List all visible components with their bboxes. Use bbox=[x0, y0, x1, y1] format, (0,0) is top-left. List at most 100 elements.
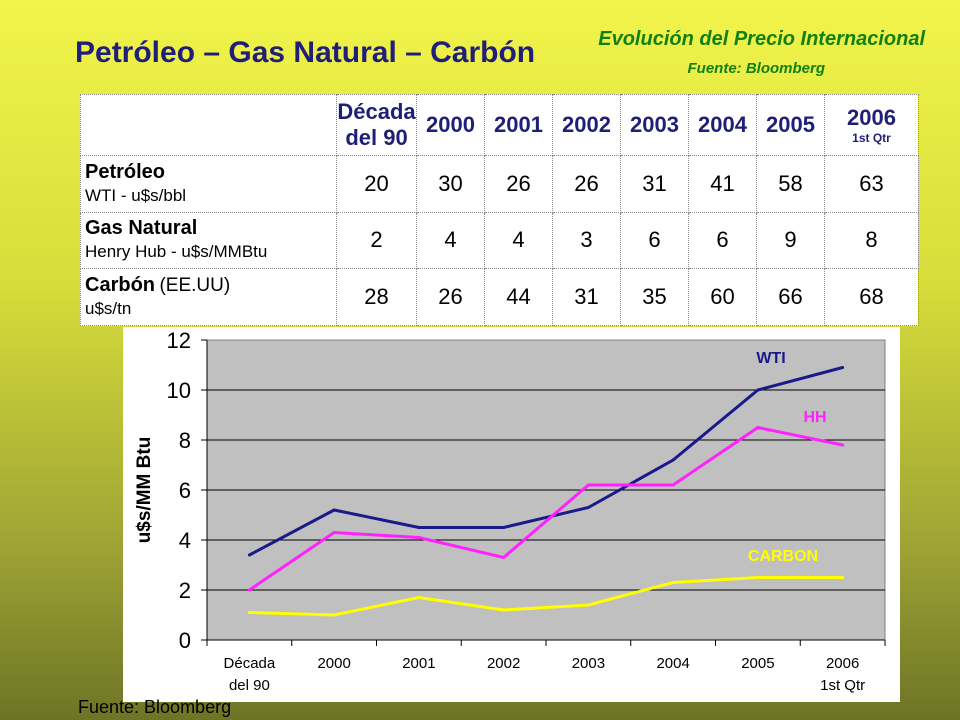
data-point-hh bbox=[841, 443, 845, 447]
data-point-wti bbox=[247, 553, 251, 557]
x-tick-label: 2001 bbox=[402, 655, 435, 672]
table-cell: 60 bbox=[688, 268, 757, 326]
table-cell: 4 bbox=[484, 211, 553, 270]
data-point-hh bbox=[417, 536, 421, 539]
table-cell: 28 bbox=[336, 268, 417, 326]
table-cell: 66 bbox=[756, 268, 825, 326]
row-unit: Henry Hub - u$s/MMBtu bbox=[85, 242, 268, 262]
y-tick-label: 12 bbox=[167, 328, 191, 353]
data-point-hh bbox=[247, 588, 251, 592]
data-point-hh bbox=[756, 426, 760, 429]
data-point-wti bbox=[586, 506, 590, 509]
table-row: Gas Natural Henry Hub - u$s/MMBtu 2 4 4 3 6 6 9… bbox=[80, 211, 919, 270]
data-point-wti bbox=[671, 458, 675, 462]
data-point-carbon bbox=[671, 581, 675, 584]
y-tick-label: 2 bbox=[179, 578, 191, 603]
row-unit: WTI - u$s/bbl bbox=[85, 185, 187, 205]
table-cell: 44 bbox=[484, 268, 553, 326]
series-label-wti: WTI bbox=[756, 350, 785, 367]
data-point-carbon bbox=[586, 603, 590, 607]
y-tick-label: 10 bbox=[167, 378, 191, 403]
price-line-chart: 0 2 4 6 8 10 12 Década del 90 2000 2001 2002 2003 200… bbox=[134, 328, 886, 694]
table-cell: 68 bbox=[824, 268, 919, 326]
row-name: Petróleo bbox=[85, 160, 166, 183]
header-source: Fuente: Bloomberg bbox=[687, 60, 826, 77]
table-cell: 31 bbox=[620, 155, 689, 213]
x-tick-label: 2005 bbox=[741, 655, 774, 672]
data-point-wti bbox=[417, 526, 421, 529]
column-header: 2001 bbox=[484, 94, 553, 156]
data-point-carbon bbox=[332, 613, 336, 617]
y-tick-label: 0 bbox=[179, 628, 191, 653]
row-name: Gas Natural bbox=[85, 217, 198, 240]
table-cell: 63 bbox=[824, 155, 919, 213]
series-line-carbon bbox=[249, 576, 843, 617]
data-point-hh bbox=[671, 483, 675, 487]
table-cell: 26 bbox=[484, 155, 553, 213]
column-header: 2004 bbox=[688, 94, 757, 156]
series-line-hh bbox=[248, 425, 843, 592]
column-header: 2006 1st Qtr bbox=[824, 94, 919, 156]
x-tick-label: 2000 bbox=[317, 655, 350, 672]
column-header: 2005 bbox=[756, 94, 825, 156]
table-cell: 20 bbox=[336, 155, 417, 213]
page-title: Petróleo – Gas Natural – Carbón bbox=[75, 36, 536, 69]
row-header: Carbón (EE.UU) u$s/tn bbox=[80, 268, 337, 326]
table-cell: 4 bbox=[416, 211, 485, 270]
x-tick-label: 2004 bbox=[656, 655, 689, 672]
column-header: 2002 bbox=[552, 94, 621, 156]
subtitle: Evolución del Precio Internacional bbox=[598, 28, 925, 50]
table-cell: 31 bbox=[552, 268, 621, 326]
column-header: 2003 bbox=[620, 94, 689, 156]
footer-source: Fuente: Bloomberg bbox=[78, 697, 232, 717]
table-header-row: Década del 90 2000 2001 2002 2003 2004 20… bbox=[80, 94, 919, 156]
table-cell: 6 bbox=[620, 211, 689, 270]
data-point-wti bbox=[841, 366, 845, 369]
data-point-carbon bbox=[502, 608, 506, 612]
row-note: (EE.UU) bbox=[159, 275, 231, 297]
y-tick-label: 6 bbox=[179, 478, 191, 503]
table-cell: 3 bbox=[552, 211, 621, 270]
series-label-carbon: CARBON bbox=[748, 548, 818, 565]
chart-panel: 0 2 4 6 8 10 12 Década del 90 2000 2001 2002 2003 200… bbox=[123, 327, 900, 702]
column-header: Década del 90 bbox=[336, 94, 417, 156]
data-point-carbon bbox=[417, 596, 421, 599]
table-cell: 26 bbox=[416, 268, 485, 326]
data-point-wti bbox=[502, 526, 506, 529]
data-point-hh bbox=[502, 556, 506, 559]
table-cell: 41 bbox=[688, 155, 757, 213]
x-tick-label-line2: 1st Qtr bbox=[820, 677, 865, 694]
data-point-carbon bbox=[247, 611, 251, 614]
price-table-container: Década del 90 2000 2001 2002 2003 2004 20… bbox=[80, 94, 919, 326]
table-cell: 8 bbox=[824, 211, 919, 270]
table-cell: 30 bbox=[416, 155, 485, 213]
y-axis-label: u$s/MM Btu bbox=[134, 437, 155, 544]
row-header: Gas Natural Henry Hub - u$s/MMBtu bbox=[80, 211, 337, 270]
table-cell: 35 bbox=[620, 268, 689, 326]
row-name: Carbón bbox=[85, 274, 155, 297]
y-tick-label: 8 bbox=[179, 428, 191, 453]
x-tick-label: 2002 bbox=[487, 655, 520, 672]
column-header: 2000 bbox=[416, 94, 485, 156]
table-cell: 26 bbox=[552, 155, 621, 213]
data-point-carbon bbox=[756, 576, 760, 579]
row-header: Petróleo WTI - u$s/bbl bbox=[80, 155, 337, 213]
data-point-wti bbox=[332, 508, 336, 512]
series-line-wti bbox=[248, 366, 844, 557]
row-unit: u$s/tn bbox=[85, 299, 132, 319]
table-cell: 9 bbox=[756, 211, 825, 270]
y-tick-label: 4 bbox=[179, 528, 191, 553]
table-cell: 6 bbox=[688, 211, 757, 270]
table-row: Carbón (EE.UU) u$s/tn 28 26 44 31 35 60 66 68 bbox=[80, 268, 919, 326]
table-cell: 58 bbox=[756, 155, 825, 213]
table-row: Petróleo WTI - u$s/bbl 20 30 26 26 31 41 58 63 bbox=[80, 155, 919, 213]
series-label-hh: HH bbox=[803, 409, 826, 426]
data-point-hh bbox=[332, 531, 336, 534]
data-point-wti bbox=[756, 388, 760, 392]
x-tick-label-line2: del 90 bbox=[229, 677, 270, 694]
x-tick-label: Década bbox=[224, 655, 276, 672]
table-corner-cell bbox=[80, 94, 337, 156]
table-cell: 2 bbox=[336, 211, 417, 270]
price-table: Década del 90 2000 2001 2002 2003 2004 20… bbox=[80, 94, 919, 326]
data-point-hh bbox=[586, 483, 590, 487]
